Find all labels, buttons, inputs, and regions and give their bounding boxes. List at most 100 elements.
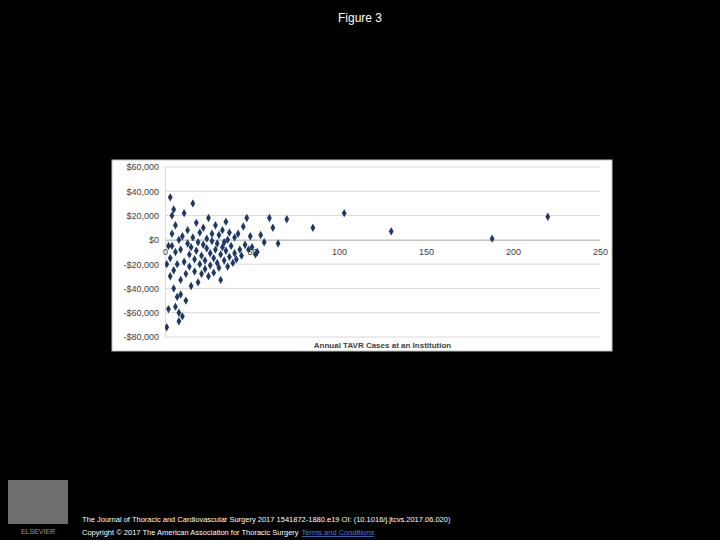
point bbox=[225, 262, 230, 270]
grid-line bbox=[165, 239, 600, 240]
y-tick-label: -$80,000 bbox=[123, 332, 159, 342]
x-tick-label: 200 bbox=[506, 247, 521, 257]
point bbox=[197, 260, 202, 268]
terms-link[interactable]: Terms and Conditions bbox=[302, 528, 375, 537]
point bbox=[185, 226, 190, 234]
points bbox=[165, 193, 550, 331]
point bbox=[175, 260, 180, 268]
grid-line bbox=[165, 191, 600, 192]
point bbox=[217, 231, 222, 239]
logo-image bbox=[8, 480, 68, 524]
point bbox=[192, 267, 197, 275]
point bbox=[194, 247, 199, 255]
y-tick: $60,000 bbox=[126, 162, 165, 172]
point bbox=[192, 255, 197, 263]
logo-text: ELSEVIER bbox=[21, 528, 55, 535]
point bbox=[168, 193, 173, 201]
grid-line bbox=[165, 337, 600, 338]
point bbox=[490, 234, 495, 242]
point bbox=[218, 276, 223, 284]
point bbox=[250, 243, 255, 251]
point bbox=[211, 268, 216, 276]
y-tick: -$40,000 bbox=[123, 284, 165, 294]
citation: The Journal of Thoracic and Cardiovascul… bbox=[82, 515, 451, 524]
point bbox=[173, 248, 178, 256]
x-tick-label: 100 bbox=[332, 247, 347, 257]
x-tick: 250 bbox=[593, 240, 608, 257]
point bbox=[225, 236, 230, 244]
background bbox=[0, 0, 720, 540]
point bbox=[180, 232, 185, 240]
point bbox=[170, 211, 175, 219]
point bbox=[203, 256, 208, 264]
point bbox=[208, 261, 213, 269]
point bbox=[227, 228, 232, 236]
point bbox=[190, 199, 195, 207]
point bbox=[220, 226, 225, 234]
grid-line bbox=[165, 288, 600, 289]
point bbox=[183, 270, 188, 278]
point bbox=[189, 282, 194, 290]
point bbox=[206, 272, 211, 280]
point bbox=[168, 272, 173, 280]
grid-line bbox=[165, 167, 600, 168]
point bbox=[389, 227, 394, 235]
point bbox=[196, 238, 201, 246]
point bbox=[166, 242, 171, 250]
y-tick: $40,000 bbox=[126, 187, 165, 197]
point bbox=[182, 258, 187, 266]
x-tick: 150 bbox=[419, 240, 434, 257]
point bbox=[276, 239, 281, 247]
point bbox=[199, 251, 204, 259]
x-tick: 0 bbox=[163, 240, 168, 257]
point bbox=[236, 230, 241, 238]
point bbox=[171, 266, 176, 274]
point bbox=[255, 248, 260, 256]
point bbox=[197, 228, 202, 236]
point bbox=[201, 224, 206, 232]
point bbox=[234, 255, 239, 263]
grid-line bbox=[165, 215, 600, 216]
point bbox=[173, 302, 178, 310]
point bbox=[215, 239, 220, 247]
point bbox=[284, 215, 289, 223]
chart-area bbox=[112, 160, 612, 351]
point bbox=[178, 290, 183, 298]
x-axis-title: Annual TAVR Cases at an Institution bbox=[314, 341, 452, 350]
point bbox=[183, 296, 188, 304]
point bbox=[196, 278, 201, 286]
y-tick-label: -$60,000 bbox=[123, 308, 159, 318]
point bbox=[270, 224, 275, 232]
point bbox=[173, 221, 178, 229]
y-tick-label: $0 bbox=[149, 235, 159, 245]
point bbox=[218, 250, 223, 258]
point bbox=[194, 219, 199, 227]
x-tick-label: 0 bbox=[163, 247, 168, 257]
y-tick: -$80,000 bbox=[123, 332, 165, 342]
point bbox=[239, 251, 244, 259]
point bbox=[262, 238, 267, 246]
figure: Figure 3-$80,000-$60,000-$40,000-$20,000… bbox=[0, 0, 720, 540]
point bbox=[170, 230, 175, 238]
point bbox=[166, 305, 171, 313]
y-tick-label: -$20,000 bbox=[123, 260, 159, 270]
point bbox=[187, 262, 192, 270]
point bbox=[223, 217, 228, 225]
y-tick-label: $40,000 bbox=[126, 187, 159, 197]
point bbox=[210, 230, 215, 238]
point bbox=[204, 234, 209, 242]
point bbox=[342, 209, 347, 217]
y-tick: $0 bbox=[149, 235, 165, 245]
point bbox=[180, 312, 185, 320]
point bbox=[168, 254, 173, 262]
y-tick: -$20,000 bbox=[123, 260, 165, 270]
point bbox=[206, 214, 211, 222]
point bbox=[243, 241, 248, 249]
y-tick-label: -$40,000 bbox=[123, 284, 159, 294]
x-axis-line bbox=[166, 240, 601, 241]
point bbox=[227, 253, 232, 261]
x-tick: 100 bbox=[332, 240, 347, 257]
point bbox=[229, 242, 234, 250]
point bbox=[217, 264, 222, 272]
point bbox=[258, 231, 263, 239]
